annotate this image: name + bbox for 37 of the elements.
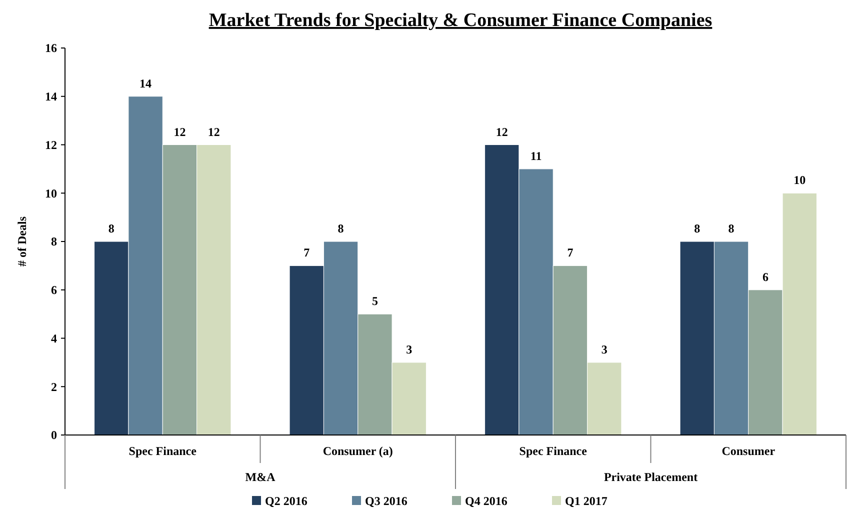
data-label: 11 xyxy=(530,148,542,163)
x-tick-label: Consumer (a) xyxy=(322,444,393,458)
data-label: 12 xyxy=(496,124,508,139)
y-axis-title: # of Deals xyxy=(15,216,29,266)
y-tick-label: 0 xyxy=(51,428,57,442)
data-label: 14 xyxy=(140,76,152,90)
data-label: 7 xyxy=(304,246,310,260)
y-tick-label: 12 xyxy=(45,138,57,152)
y-tick-label: 8 xyxy=(51,234,57,249)
data-label: 3 xyxy=(601,342,608,356)
data-label: 8 xyxy=(694,222,700,236)
chart-title: Market Trends for Specialty & Consumer Finance Companies xyxy=(208,10,712,31)
data-label: 8 xyxy=(728,222,734,236)
data-label: 12 xyxy=(174,124,186,139)
data-label: 3 xyxy=(406,342,412,356)
data-label: 12 xyxy=(208,124,220,139)
data-label: 8 xyxy=(338,222,344,236)
data-label: 7 xyxy=(567,246,574,260)
text: Private Placement xyxy=(604,470,698,484)
text: M&A xyxy=(245,470,276,484)
x-tick-label: Spec Finance xyxy=(128,444,198,458)
legend-label: Q4 2016 xyxy=(465,494,508,508)
x-tick-label: Spec Finance xyxy=(519,444,588,458)
data-label: 10 xyxy=(794,173,806,188)
y-tick-label: 10 xyxy=(45,186,57,200)
y-tick-label: 6 xyxy=(51,283,57,298)
y-tick-label: 4 xyxy=(51,331,57,346)
y-tick-label: 14 xyxy=(45,90,57,104)
data-label: 6 xyxy=(762,270,768,284)
data-label: 8 xyxy=(108,222,114,236)
data-label: 5 xyxy=(372,294,378,308)
x-tick-label: Consumer xyxy=(722,444,776,458)
legend-label: Q3 2016 xyxy=(365,494,408,508)
legend-label: Q2 2016 xyxy=(265,494,308,508)
legend-label: Q1 2017 xyxy=(565,494,608,508)
y-tick-label: 16 xyxy=(45,41,57,56)
y-tick-label: 2 xyxy=(51,380,57,394)
